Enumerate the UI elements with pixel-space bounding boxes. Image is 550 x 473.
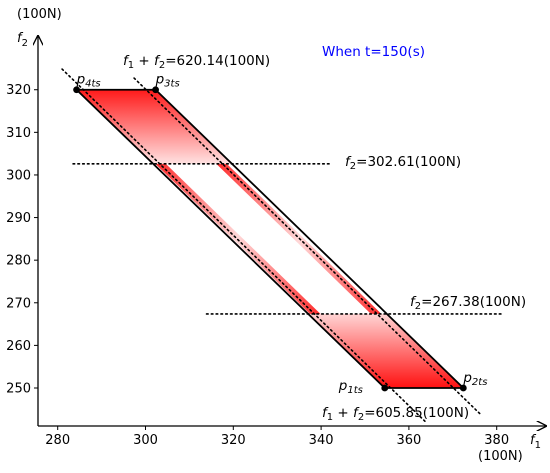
feasible-region (74, 88, 466, 389)
time-label: When t=150(s) (322, 44, 425, 60)
x-axis-label-sub: 1 (535, 440, 541, 451)
region-band-upper (76, 89, 464, 164)
constraint-label-part: 2 (350, 161, 356, 172)
vertex-label-sub-p3ts: 3ts (164, 79, 180, 90)
constraint-label-part: f (345, 154, 352, 170)
vertex-label-p4ts: p4ts (76, 72, 101, 90)
vertex-point-p4ts (73, 86, 80, 94)
vertex-label-sub-p4ts: 4ts (85, 79, 101, 90)
vertex-label-p2ts: p2ts (462, 370, 487, 388)
y-tick-label-250: 250 (6, 382, 31, 397)
constraint-label-sum-upper: f1 + f2=620.14(100N) (123, 53, 270, 71)
x-tick-label-320: 320 (221, 433, 246, 448)
constraint-label-part: 2 (358, 412, 364, 423)
x-axis-label-main: f (530, 433, 537, 448)
x-tick-label-340: 340 (309, 433, 334, 448)
y-tick-label-300: 300 (6, 168, 31, 183)
constraint-line-sum-upper (133, 77, 482, 416)
vertex-label-sub-p2ts: 2ts (472, 377, 488, 388)
constraint-label-sum-lower: f1 + f2=605.85(100N) (322, 405, 469, 423)
constraint-label-part: =620.14(100N) (165, 53, 270, 69)
vertex-point-p1ts (381, 384, 389, 392)
x-tick-label-360: 360 (396, 433, 421, 448)
constraint-label-part: + (333, 405, 353, 421)
constraint-label-part: =302.61(100N) (356, 154, 461, 170)
constraint-label-part: 1 (327, 412, 333, 423)
constraint-label-part: =267.38(100N) (421, 294, 526, 310)
constraint-label-part: 2 (415, 301, 421, 312)
y-tick-label-270: 270 (6, 296, 31, 311)
constraint-label-part: 1 (128, 60, 134, 71)
y-tick-label-280: 280 (6, 254, 31, 269)
constraint-label-part: + (134, 53, 154, 69)
constraint-label-part: f (353, 405, 360, 421)
region-fill (76, 89, 464, 388)
x-tick-label-380: 380 (484, 433, 509, 448)
vertex-point-p3ts (152, 86, 159, 94)
constraint-label-part: 2 (159, 60, 165, 71)
y-axis-label-sub: 2 (22, 38, 28, 49)
vertex-label-main-p4ts: p (76, 72, 86, 88)
axes: 280 300 320 340 360 380 250 260 270 280 290 300 310 3… (6, 36, 546, 448)
constraint-label-part: f (322, 405, 329, 421)
y-tick-label-310: 310 (6, 126, 31, 141)
y-tick-label-290: 290 (6, 211, 31, 226)
x-tick-label-300: 300 (133, 433, 158, 448)
constraint-lines: f1 + f2=620.14(100N)f1 + f2=605.85(100N)… (61, 53, 526, 423)
constraint-label-f2-lower: f2=267.38(100N) (410, 294, 526, 312)
constraint-label-part: f (123, 53, 130, 69)
constraint-label-f2-upper: f2=302.61(100N) (345, 154, 461, 172)
constraint-label-part: f (154, 53, 161, 69)
vertex-label-main-p1ts: p (338, 378, 348, 394)
vertex-label-main-p2ts: p (462, 370, 472, 386)
x-unit-label: (100N) (478, 449, 523, 464)
vertex-label-p1ts: p1ts (338, 378, 363, 396)
constraint-label-part: =605.85(100N) (364, 405, 469, 421)
y-tick-label-320: 320 (6, 83, 31, 98)
x-tick-label-280: 280 (45, 433, 70, 448)
vertex-point-p2ts (459, 384, 467, 392)
constraint-label-part: f (410, 294, 417, 310)
y-tick-label-260: 260 (6, 339, 31, 354)
y-unit-label: (100N) (17, 7, 62, 22)
y-axis-label-main: f (17, 31, 24, 46)
y-axis-label: f2 (17, 31, 28, 49)
vertex-label-main-p3ts: p (155, 72, 165, 88)
vertex-label-sub-p1ts: 1ts (347, 385, 363, 396)
constraint-line-sum-lower (61, 68, 427, 423)
x-axis-label: f1 (530, 433, 541, 451)
vertex-label-p3ts: p3ts (155, 72, 180, 90)
